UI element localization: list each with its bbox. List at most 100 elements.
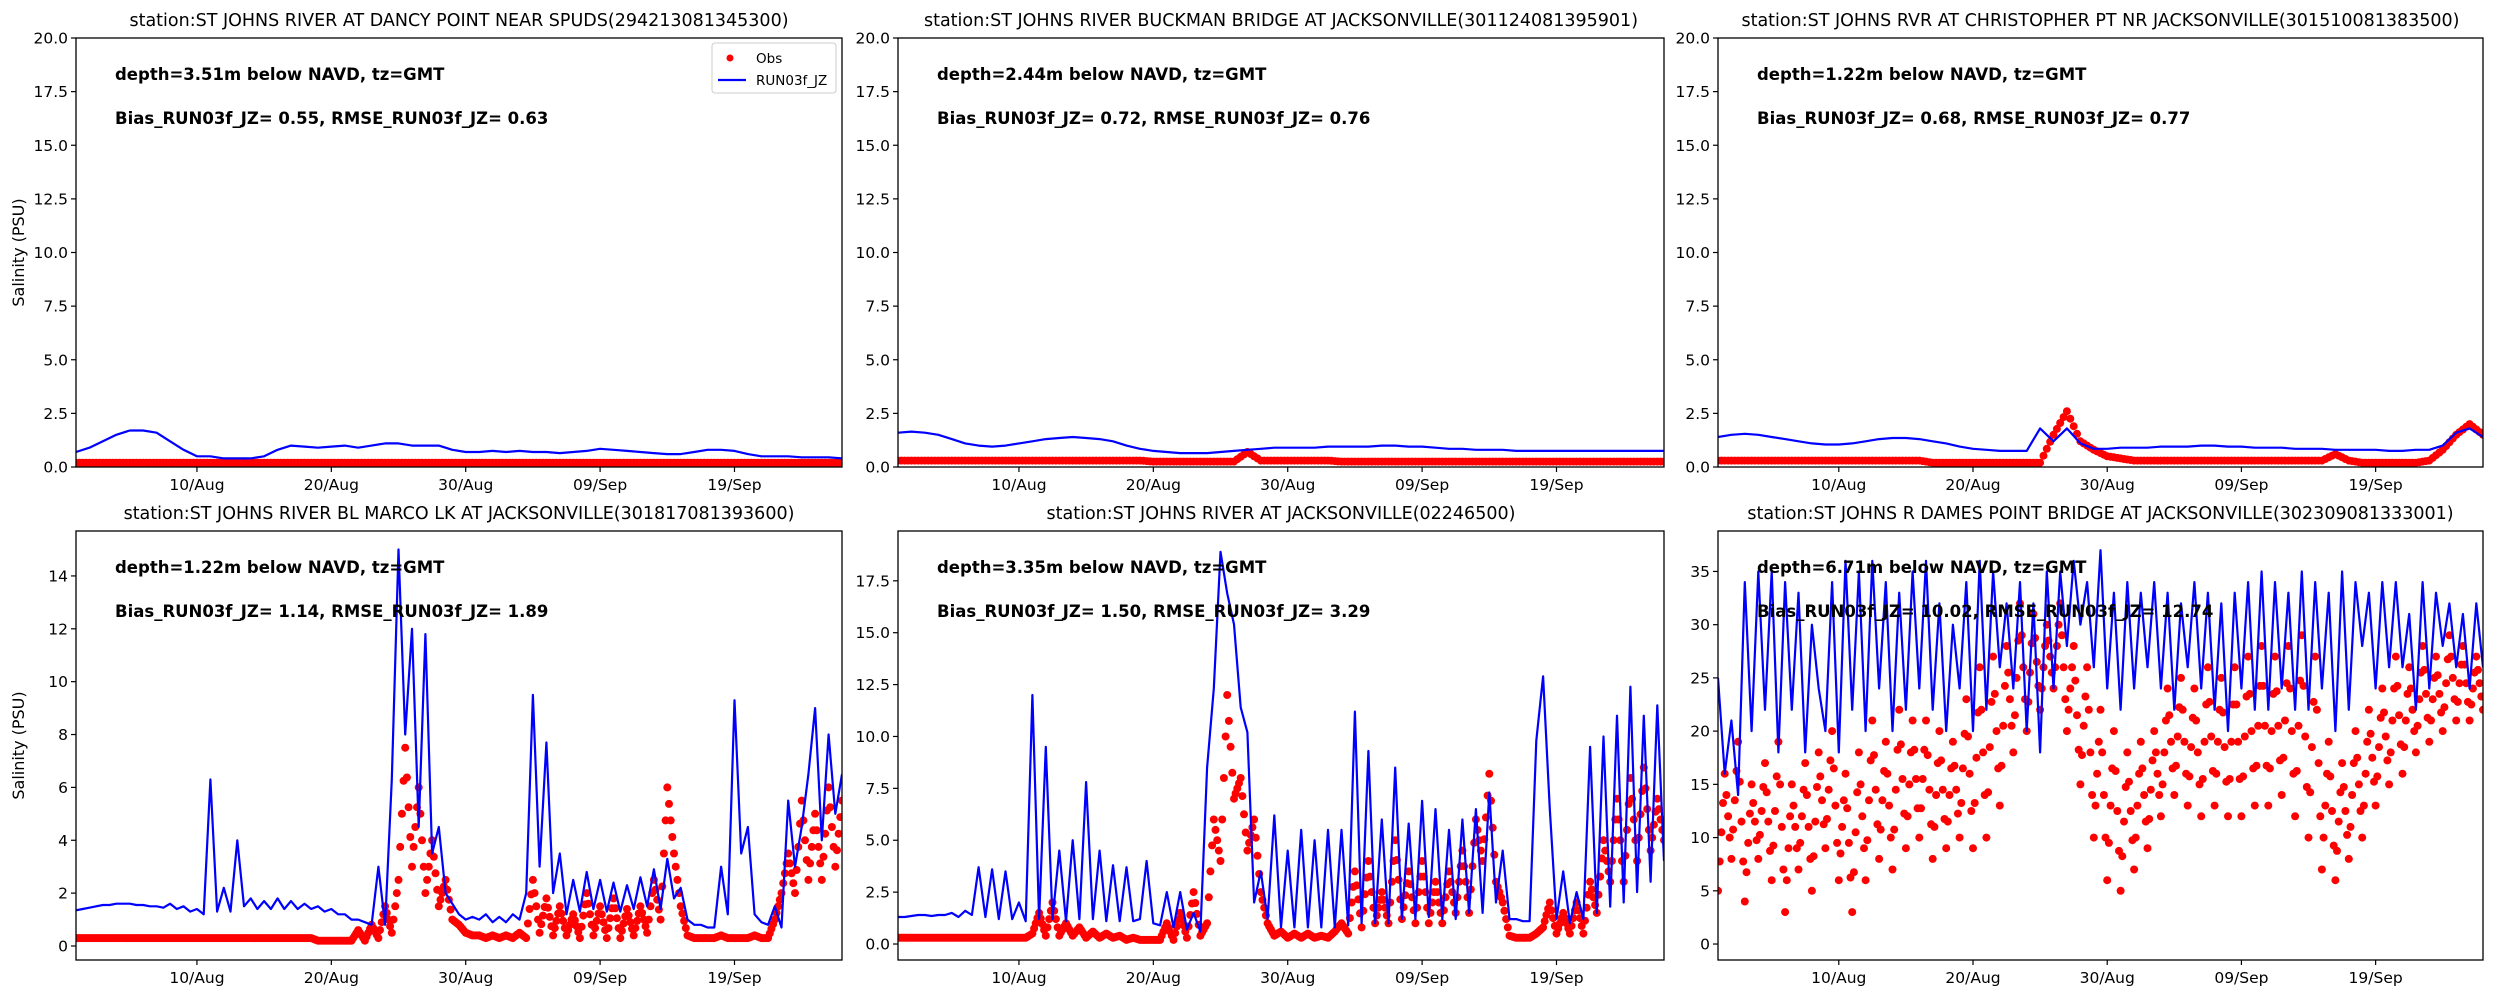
obs-point-interp xyxy=(2042,444,2051,453)
obs-point xyxy=(2452,716,2461,725)
y-tick-label: 35 xyxy=(1690,563,1710,581)
obs-point-interp xyxy=(599,918,608,927)
obs-point-interp xyxy=(537,920,546,929)
obs-point-interp xyxy=(1764,817,1773,826)
y-tick-label: 15 xyxy=(1690,776,1710,794)
obs-point-interp xyxy=(1811,817,1820,826)
obs-point xyxy=(1727,854,1736,863)
subplot-title: station:ST JOHNS RIVER AT DANCY POINT NE… xyxy=(129,11,788,31)
obs-point-interp xyxy=(2140,791,2149,799)
obs-point-interp xyxy=(2178,705,2187,714)
obs-point-interp xyxy=(402,773,411,782)
obs-point-interp xyxy=(2158,780,2167,789)
obs-point-interp xyxy=(2339,783,2348,791)
obs-point-interp xyxy=(2346,822,2355,831)
obs-point xyxy=(1888,865,1897,874)
obs-point xyxy=(2317,865,2326,874)
obs-point-interp xyxy=(2167,737,2175,746)
depth-annotation: depth=3.35m below NAVD, tz=GMT xyxy=(937,558,1267,577)
obs-point-interp xyxy=(1804,822,1813,831)
obs-point-interp xyxy=(1248,823,1257,832)
obs-point xyxy=(1975,663,1984,672)
obs-point-interp xyxy=(1218,815,1227,824)
obs-point-interp xyxy=(626,918,635,927)
obs-point-interp xyxy=(2010,711,2019,720)
obs-point-interp xyxy=(2155,791,2164,799)
obs-point xyxy=(1660,457,1664,466)
obs-point-interp xyxy=(1547,906,1556,915)
obs-point-interp xyxy=(1977,705,1986,714)
obs-point-interp xyxy=(2307,743,2316,752)
obs-point xyxy=(616,934,625,943)
obs-point xyxy=(589,931,598,940)
obs-point xyxy=(1834,876,1843,885)
obs-point-interp xyxy=(1853,788,1862,797)
obs-point-interp xyxy=(2088,791,2097,799)
obs-point xyxy=(1236,774,1245,782)
subplot-title: station:ST JOHNS RIVER AT JACKSONVILLE(0… xyxy=(1047,504,1516,524)
obs-point-interp xyxy=(2267,727,2276,736)
obs-point-interp xyxy=(1762,788,1771,797)
y-tick-label: 2 xyxy=(58,885,68,903)
obs-point-interp xyxy=(2343,830,2352,839)
obs-point xyxy=(2130,865,2139,874)
obs-point-interp xyxy=(1824,785,1833,794)
obs-point xyxy=(609,894,618,903)
obs-point-interp xyxy=(619,919,628,928)
obs-point-interp xyxy=(2245,689,2254,698)
obs-point-interp xyxy=(1587,885,1596,894)
obs-point xyxy=(1377,888,1386,897)
obs-point-interp xyxy=(389,915,398,924)
obs-point-interp xyxy=(2185,772,2194,781)
y-tick-label: 15.0 xyxy=(855,624,890,642)
obs-point-interp xyxy=(1992,727,2001,736)
obs-point-interp xyxy=(2232,700,2241,709)
obs-point-interp xyxy=(579,911,588,920)
obs-point xyxy=(2009,748,2018,757)
obs-point xyxy=(2177,673,2185,682)
obs-point-interp xyxy=(2160,748,2169,757)
obs-point-interp xyxy=(2000,681,2009,690)
y-tick-label: 12.5 xyxy=(33,190,68,208)
obs-point xyxy=(2036,458,2045,467)
obs-point-interp xyxy=(552,916,561,925)
obs-point xyxy=(1579,929,1588,938)
obs-point-interp xyxy=(1718,857,1724,866)
obs-scatter xyxy=(898,448,1664,466)
obs-point-interp xyxy=(2435,689,2444,698)
x-tick-label: 30/Aug xyxy=(438,476,493,494)
obs-point-interp xyxy=(2354,780,2363,789)
obs-point-interp xyxy=(2373,772,2382,781)
obs-point-interp xyxy=(1818,796,1826,805)
obs-point-interp xyxy=(2239,772,2248,781)
obs-point xyxy=(549,931,558,940)
obs-point-interp xyxy=(681,924,690,933)
obs-point-interp xyxy=(2099,791,2108,799)
obs-point xyxy=(2405,663,2414,672)
obs-point-interp xyxy=(1782,876,1791,885)
obs-point-interp xyxy=(1878,796,1887,805)
obs-point-interp xyxy=(2448,673,2457,682)
obs-point-interp xyxy=(1549,914,1558,923)
obs-point-interp xyxy=(1542,911,1551,919)
obs-point xyxy=(1901,844,1910,853)
obs-point xyxy=(1814,748,1823,757)
obs-point-interp xyxy=(1816,772,1825,781)
axes-frame xyxy=(75,530,843,961)
obs-point-interp xyxy=(1945,791,1954,799)
obs-point xyxy=(1424,919,1433,928)
obs-point-interp xyxy=(2056,419,2065,427)
obs-point-interp xyxy=(1171,929,1180,938)
obs-point xyxy=(2271,652,2279,661)
obs-point xyxy=(1922,716,1930,725)
obs-point-interp xyxy=(1221,732,1230,741)
obs-point-interp xyxy=(827,823,836,831)
obs-point-interp xyxy=(1742,868,1751,877)
obs-point xyxy=(643,928,652,937)
obs-point-interp xyxy=(1719,799,1727,807)
x-tick-label: 10/Aug xyxy=(1811,969,1866,987)
obs-point-interp xyxy=(836,813,842,822)
obs-point xyxy=(2116,886,2125,895)
obs-point-interp xyxy=(1943,817,1952,826)
obs-point-interp xyxy=(1240,810,1248,819)
